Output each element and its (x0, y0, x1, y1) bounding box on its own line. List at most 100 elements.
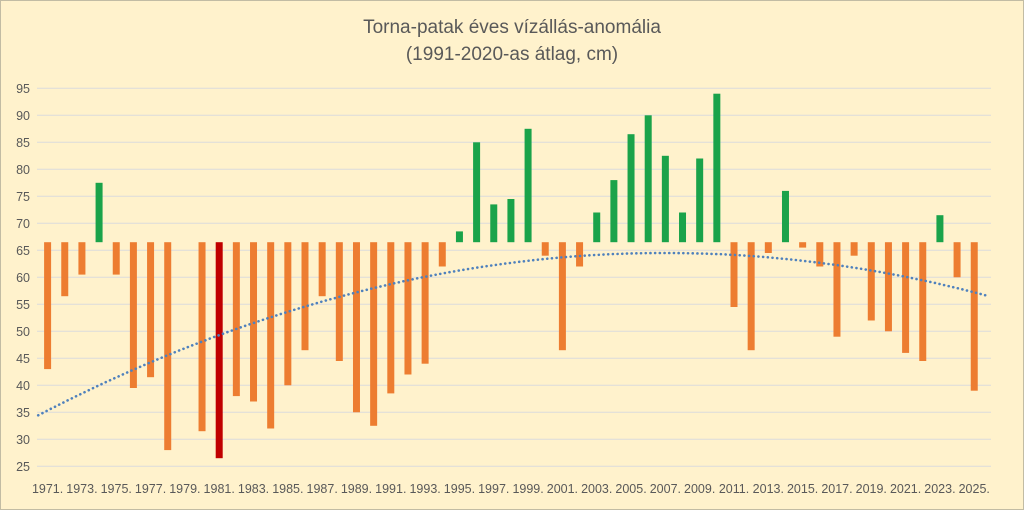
x-tick-label-2009: 2009. (684, 482, 715, 496)
bar-1987 (318, 242, 326, 297)
bar-2019 (867, 242, 875, 321)
bar-2024 (953, 242, 961, 278)
bar-2020 (884, 242, 892, 332)
x-tick-label-2025: 2025. (959, 482, 990, 496)
bar-2016 (816, 242, 824, 267)
bar-2006 (644, 115, 652, 243)
bar-1982 (232, 242, 240, 397)
chart-subtitle: (1991-2020-as átlag, cm) (405, 44, 619, 65)
trend-line (36, 251, 988, 417)
x-tick-label-2021: 2021. (890, 482, 921, 496)
bar-1973 (78, 242, 86, 275)
bar-1998 (507, 199, 515, 243)
y-tick-label-90: 90 (16, 109, 30, 123)
x-tick-label-1977: 1977. (135, 482, 166, 496)
x-tick-label-1987: 1987. (307, 482, 338, 496)
bar-1992 (404, 242, 412, 375)
bar-1976 (129, 242, 137, 388)
x-tick-label-1975: 1975. (101, 482, 132, 496)
bar-1981 (215, 242, 223, 459)
bar-1994 (438, 242, 446, 267)
bar-1977 (147, 242, 155, 378)
bar-2025 (970, 242, 978, 391)
x-tick-label-2017: 2017. (821, 482, 852, 496)
y-tick-label-70: 70 (16, 217, 30, 231)
bar-1996 (473, 142, 481, 243)
y-tick-label-35: 35 (16, 406, 30, 420)
bar-2014 (781, 190, 789, 243)
bar-1988 (335, 242, 343, 361)
bar-2003 (593, 212, 601, 243)
x-tick-label-1983: 1983. (238, 482, 269, 496)
bar-1974 (95, 182, 103, 243)
bar-2018 (850, 242, 858, 256)
bar-2001 (558, 242, 566, 351)
x-tick-label-2001: 2001. (547, 482, 578, 496)
x-tick-label-2007: 2007. (650, 482, 681, 496)
bar-2015 (799, 242, 807, 248)
bar-2021 (902, 242, 910, 353)
y-tick-label-75: 75 (16, 190, 30, 204)
bar-1978 (164, 242, 172, 451)
bar-1989 (352, 242, 360, 413)
bar-1985 (284, 242, 292, 386)
bar-1971 (44, 242, 52, 370)
x-tick-label-2019: 2019. (856, 482, 887, 496)
y-tick-label-45: 45 (16, 352, 30, 366)
bar-2010 (713, 93, 721, 243)
x-tick-label-2023: 2023. (924, 482, 955, 496)
x-tick-label-1991: 1991. (375, 482, 406, 496)
bar-1986 (301, 242, 309, 351)
bar-1991 (387, 242, 395, 394)
x-tick-label-1981: 1981. (204, 482, 235, 496)
bar-1980 (198, 242, 206, 432)
y-tick-label-30: 30 (16, 433, 30, 447)
x-tick-label-1989: 1989. (341, 482, 372, 496)
y-tick-label-40: 40 (16, 379, 30, 393)
x-tick-label-1997: 1997. (478, 482, 509, 496)
y-tick-label-25: 25 (16, 460, 30, 474)
x-tick-label-2015: 2015. (787, 482, 818, 496)
bar-1984 (267, 242, 275, 429)
x-tick-label-2013: 2013. (753, 482, 784, 496)
bar-2004 (610, 180, 618, 243)
bar-1999 (524, 128, 532, 243)
bar-1993 (421, 242, 429, 364)
bar-2023 (936, 215, 944, 243)
x-tick-label-2003: 2003. (581, 482, 612, 496)
bar-1972 (61, 242, 69, 297)
x-tick-label-1979: 1979. (169, 482, 200, 496)
bar-2008 (679, 212, 687, 243)
chart-title-block: Torna-patak éves vízállás-anomália (1991… (1, 14, 1023, 68)
x-tick-label-1999: 1999. (512, 482, 543, 496)
bar-2009 (696, 158, 704, 243)
bar-2013 (764, 242, 772, 253)
x-tick-label-1973: 1973. (66, 482, 97, 496)
bar-2011 (730, 242, 738, 307)
y-tick-label-65: 65 (16, 244, 30, 258)
y-tick-label-95: 95 (16, 82, 30, 96)
y-tick-label-55: 55 (16, 298, 30, 312)
bar-2012 (747, 242, 755, 351)
y-tick-label-80: 80 (16, 163, 30, 177)
bar-2002 (576, 242, 584, 267)
bar-1995 (455, 231, 463, 243)
bar-1990 (370, 242, 378, 426)
x-tick-label-1995: 1995. (444, 482, 475, 496)
y-tick-label-85: 85 (16, 136, 30, 150)
x-tick-label-1985: 1985. (272, 482, 303, 496)
y-tick-label-60: 60 (16, 271, 30, 285)
bar-2017 (833, 242, 841, 337)
chart-title: Torna-patak éves vízállás-anomália (363, 17, 661, 38)
bar-2022 (919, 242, 927, 361)
bar-1975 (112, 242, 120, 275)
bar-1997 (490, 204, 498, 243)
bar-2000 (541, 242, 549, 256)
x-tick-label-1971: 1971. (32, 482, 63, 496)
y-tick-label-50: 50 (16, 325, 30, 339)
x-tick-label-1993: 1993. (409, 482, 440, 496)
x-tick-label-2011: 2011. (719, 482, 749, 496)
bar-2005 (627, 134, 635, 243)
